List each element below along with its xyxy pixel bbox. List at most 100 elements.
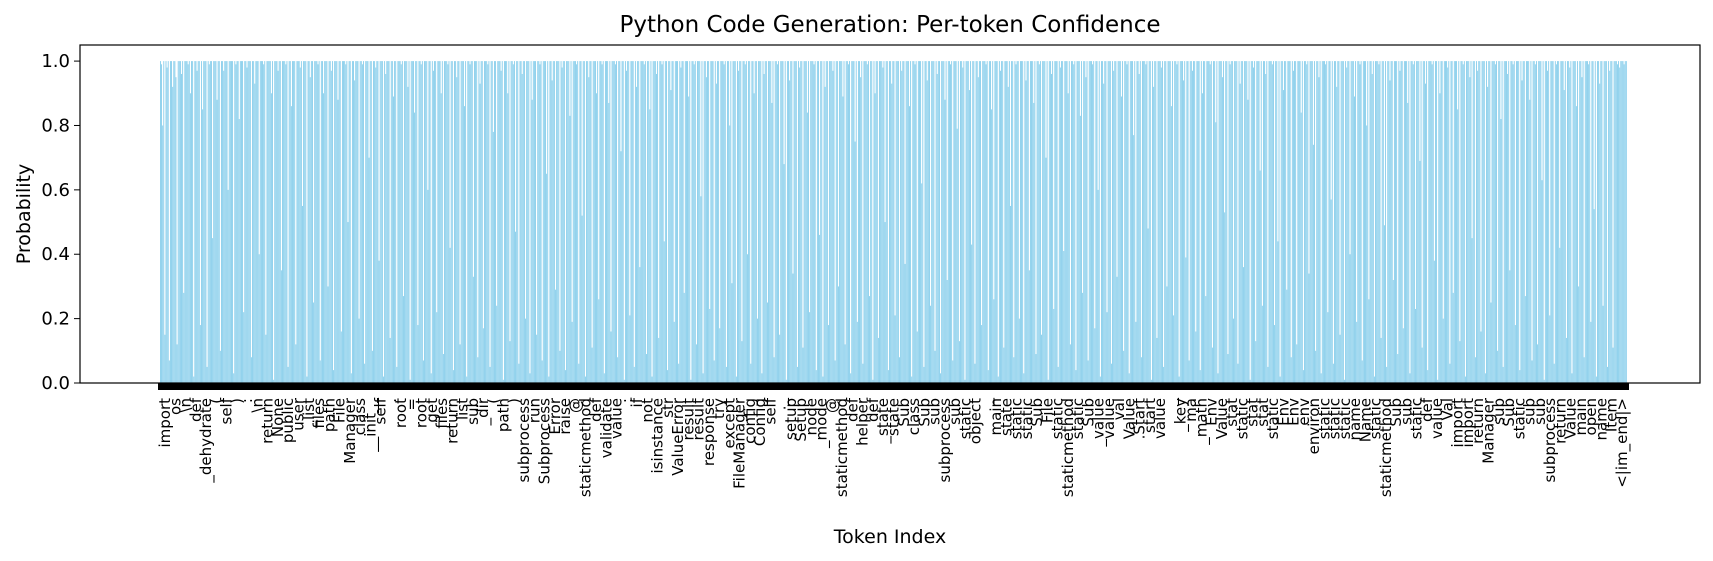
bar [1096, 61, 1098, 383]
bar [1236, 61, 1238, 383]
bar [1425, 83, 1426, 383]
bar [620, 151, 622, 383]
bar [1369, 61, 1371, 383]
bar [758, 61, 760, 383]
bar [539, 64, 541, 383]
x-tick-label: File [1038, 398, 1056, 423]
x-tick-label: if [628, 397, 646, 407]
bar [904, 263, 906, 383]
bar [1365, 61, 1366, 383]
bar [244, 61, 246, 383]
bar [566, 61, 568, 383]
bar [1549, 315, 1551, 383]
bar [977, 77, 979, 383]
bar [1126, 64, 1128, 383]
bar [925, 61, 927, 383]
bar [1387, 61, 1389, 383]
bar [1184, 61, 1186, 383]
bar [760, 61, 762, 383]
bar [246, 67, 248, 383]
bar [275, 61, 277, 383]
bar [968, 90, 970, 383]
bar [970, 61, 971, 383]
bar [1153, 86, 1155, 383]
bar [219, 350, 221, 383]
bar [582, 61, 584, 383]
bar [781, 61, 783, 383]
bar [621, 61, 623, 383]
bar [1280, 61, 1282, 383]
bar [1392, 279, 1394, 383]
bar [859, 61, 860, 383]
bar [985, 64, 987, 383]
bar [1427, 370, 1429, 383]
bar [1265, 73, 1267, 383]
bar [1383, 225, 1385, 383]
bar [1163, 366, 1165, 383]
bar [1130, 61, 1132, 383]
bar [1415, 308, 1416, 383]
bar [1521, 80, 1523, 383]
bar [380, 61, 382, 383]
x-tick-label: Name [1356, 398, 1374, 442]
bar [521, 73, 523, 383]
bar [638, 61, 640, 383]
bar [234, 61, 236, 383]
bar [1559, 247, 1561, 383]
bar [747, 254, 748, 383]
bar [1580, 61, 1582, 383]
bar [1245, 61, 1247, 383]
bar [823, 61, 825, 383]
bar [604, 61, 606, 383]
bar [490, 61, 492, 383]
bar [1206, 61, 1208, 383]
bar [543, 61, 545, 383]
bar [1447, 67, 1449, 383]
x-tick-label: sub [946, 398, 964, 425]
x-tick-band [158, 383, 1629, 390]
bar [1477, 70, 1479, 383]
bar [790, 61, 792, 383]
bar [256, 61, 258, 383]
bar [761, 373, 763, 383]
bar [469, 64, 471, 383]
bar [863, 61, 865, 383]
x-tick-label: environ [1305, 398, 1323, 454]
x-tick-label: return [1469, 398, 1487, 444]
bar [203, 61, 205, 383]
bar [1244, 61, 1246, 383]
bar [1205, 296, 1207, 383]
bar [1518, 61, 1520, 383]
bar [333, 370, 334, 383]
bar [1033, 102, 1035, 383]
bar [1623, 64, 1625, 383]
bar [921, 183, 923, 383]
x-tick-label: static [1336, 398, 1354, 439]
bar [576, 64, 578, 383]
bar [267, 61, 269, 383]
bar [218, 61, 220, 383]
bar [1180, 61, 1182, 383]
bar [1147, 228, 1149, 383]
bar [1223, 61, 1224, 383]
bar [266, 61, 268, 383]
bar [355, 61, 357, 383]
bar [749, 61, 751, 383]
bar [555, 289, 556, 383]
x-tick-label: setup [782, 398, 800, 440]
bar [344, 61, 346, 383]
bar [722, 61, 724, 383]
bar [609, 61, 611, 383]
bar [752, 61, 754, 383]
bar [1105, 61, 1107, 383]
bar [508, 61, 510, 383]
bar [202, 109, 204, 383]
bar [1291, 61, 1293, 383]
bar [533, 61, 535, 383]
bar [818, 61, 819, 383]
bar [1162, 61, 1163, 383]
bar [1127, 61, 1129, 383]
x-tick-label: File [331, 398, 349, 423]
bar [1154, 61, 1156, 383]
bar [1301, 61, 1303, 383]
